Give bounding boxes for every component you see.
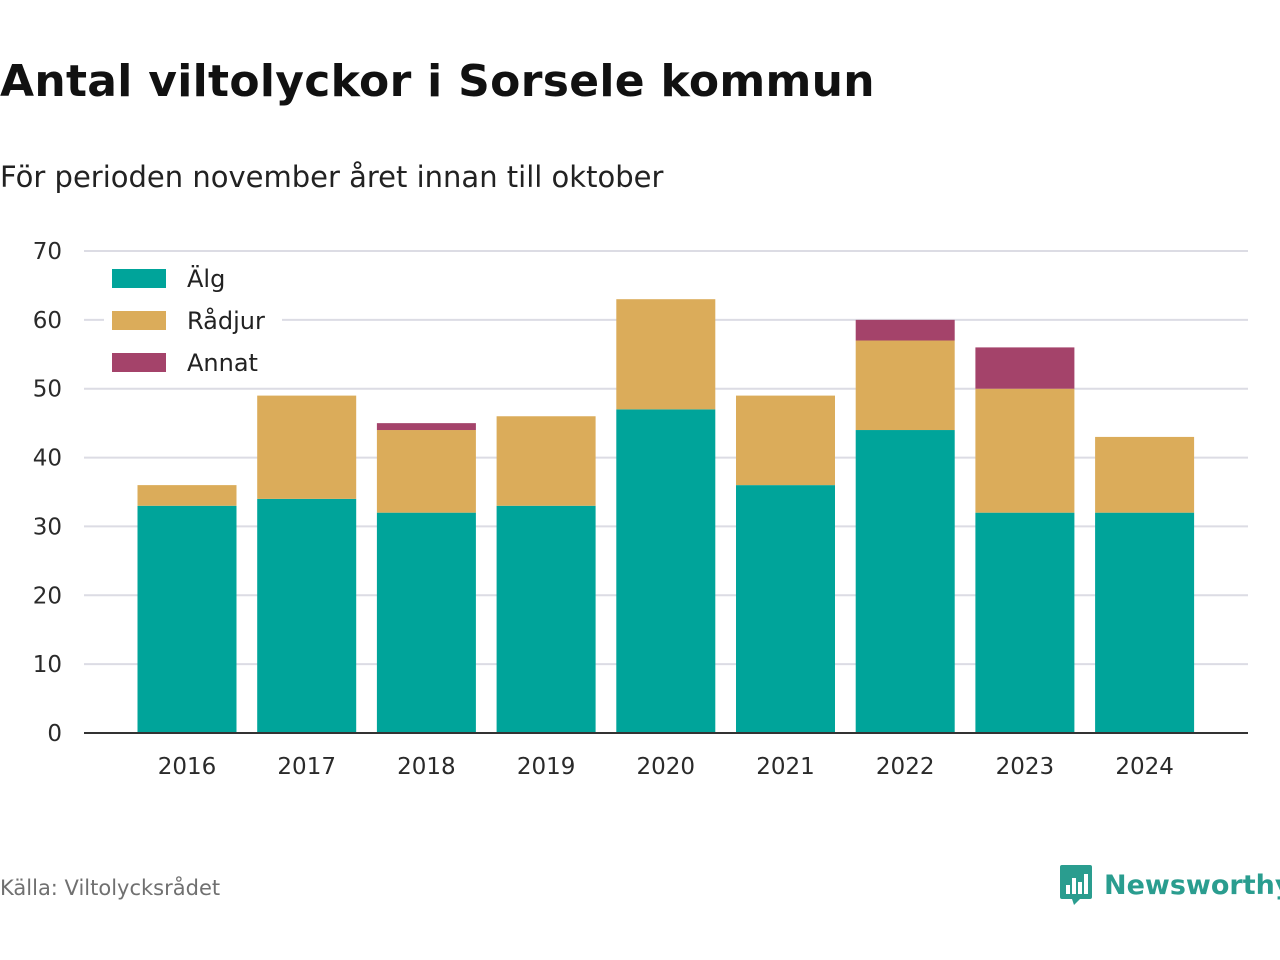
bar-segment bbox=[975, 512, 1075, 733]
legend-label: Rådjur bbox=[187, 306, 265, 335]
bar-segment bbox=[1095, 436, 1195, 513]
bar-segment bbox=[376, 423, 476, 431]
brand-name: Newsworthy bbox=[1104, 869, 1280, 901]
bar-segment bbox=[376, 430, 476, 513]
bar-segment bbox=[736, 485, 835, 733]
legend-swatch bbox=[112, 311, 166, 330]
legend-swatch bbox=[112, 269, 166, 288]
legend-label: Älg bbox=[187, 264, 225, 293]
source-note: Källa: Viltolycksrådet bbox=[0, 876, 221, 900]
x-tick-label: 2021 bbox=[756, 754, 815, 780]
y-tick-label: 70 bbox=[33, 239, 62, 265]
bar-segment bbox=[376, 512, 476, 733]
x-tick-label: 2022 bbox=[876, 754, 935, 780]
y-tick-label: 10 bbox=[33, 652, 62, 678]
bar-chart-speech-bubble-icon bbox=[1060, 865, 1092, 905]
y-tick-label: 30 bbox=[33, 514, 62, 540]
y-tick-label: 40 bbox=[33, 446, 62, 472]
x-tick-label: 2019 bbox=[517, 754, 576, 780]
bar-segment bbox=[855, 340, 955, 431]
y-tick-label: 0 bbox=[47, 721, 62, 747]
y-tick-label: 50 bbox=[33, 377, 62, 403]
y-tick-label: 20 bbox=[33, 583, 62, 609]
x-axis-ticks: 2016 2017 2018 2019 2020 2021 2022 2023 2024 bbox=[158, 754, 1174, 780]
x-tick-label: 2017 bbox=[277, 754, 336, 780]
bar-segment bbox=[855, 430, 955, 733]
bar-segment bbox=[496, 416, 596, 506]
brand-logo: Newsworthy bbox=[1058, 862, 1280, 908]
x-tick-label: 2020 bbox=[637, 754, 696, 780]
x-tick-label: 2024 bbox=[1115, 754, 1174, 780]
bar-segment bbox=[975, 347, 1075, 389]
y-tick-label: 60 bbox=[33, 308, 62, 334]
bar-segment bbox=[257, 498, 357, 733]
chart-title: Antal viltolyckor i Sorsele kommun bbox=[0, 56, 875, 107]
x-tick-label: 2023 bbox=[996, 754, 1055, 780]
bar-segment bbox=[855, 319, 955, 341]
bar-segment bbox=[616, 299, 716, 410]
bars bbox=[137, 299, 1195, 733]
bar-segment bbox=[137, 505, 237, 733]
bar-segment bbox=[616, 409, 716, 733]
x-tick-label: 2018 bbox=[397, 754, 456, 780]
y-axis-ticks: 0 10 20 30 40 50 60 70 bbox=[33, 239, 62, 747]
legend-swatch bbox=[112, 353, 166, 372]
bar-segment bbox=[257, 395, 357, 499]
bar-segment bbox=[137, 485, 237, 506]
x-tick-label: 2016 bbox=[158, 754, 217, 780]
legend-label: Annat bbox=[187, 349, 258, 377]
bar-segment bbox=[975, 388, 1075, 513]
legend: Älg Rådjur Annat bbox=[104, 256, 282, 384]
bar-segment bbox=[1095, 512, 1195, 733]
chart-subtitle: För perioden november året innan till ok… bbox=[0, 160, 664, 194]
bar-segment bbox=[736, 395, 835, 486]
bar-segment bbox=[496, 505, 596, 733]
